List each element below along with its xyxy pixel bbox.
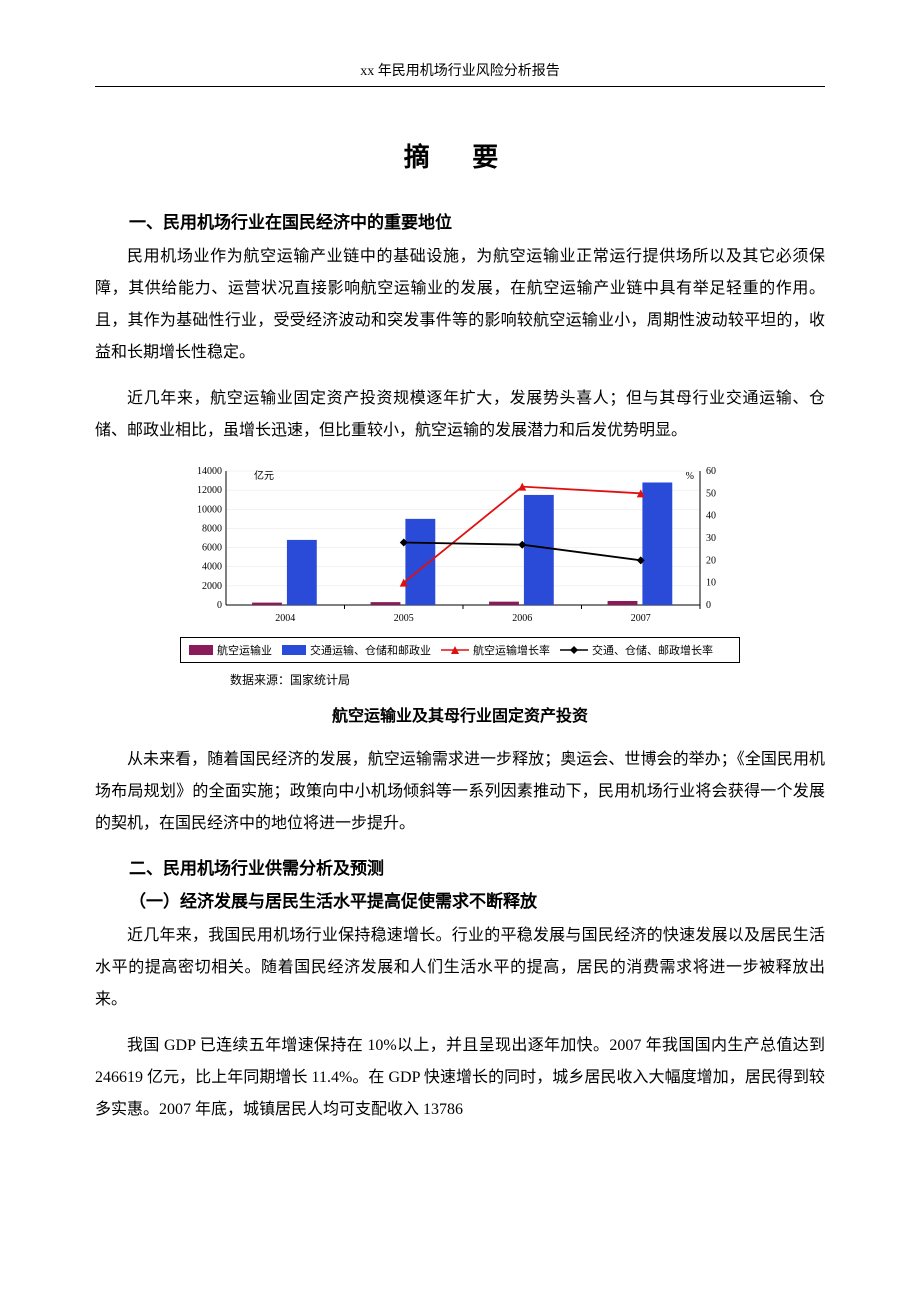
- svg-text:20: 20: [706, 555, 716, 566]
- legend-label: 航空运输业: [217, 642, 272, 658]
- svg-text:%: %: [686, 471, 694, 482]
- legend-marker: [560, 644, 588, 656]
- svg-text:12000: 12000: [197, 485, 222, 496]
- svg-text:10: 10: [706, 578, 716, 589]
- svg-text:10000: 10000: [197, 504, 222, 515]
- chart-source: 数据来源：国家统计局: [230, 671, 740, 688]
- svg-text:2007: 2007: [631, 613, 651, 624]
- svg-text:6000: 6000: [202, 543, 222, 554]
- svg-text:0: 0: [706, 600, 711, 611]
- section-1-heading: 一、民用机场行业在国民经济中的重要地位: [95, 208, 825, 233]
- paragraph: 近几年来，我国民用机场行业保持稳速增长。行业的平稳发展与国民经济的快速发展以及居…: [95, 920, 825, 1016]
- fixed-asset-investment-chart: 0 2000 4000 6000 8000 10000 12000 14000 0 10 20 30 4…: [180, 461, 740, 631]
- page-header: xx 年民用机场行业风险分析报告: [95, 60, 825, 87]
- legend-item-bar1: 航空运输业: [189, 642, 272, 658]
- svg-text:60: 60: [706, 466, 716, 477]
- svg-text:30: 30: [706, 533, 716, 544]
- paragraph: 近几年来，航空运输业固定资产投资规模逐年扩大，发展势头喜人；但与其母行业交通运输…: [95, 383, 825, 447]
- svg-text:2000: 2000: [202, 581, 222, 592]
- svg-text:4000: 4000: [202, 562, 222, 573]
- chart-container: 0 2000 4000 6000 8000 10000 12000 14000 0 10 20 30 4…: [180, 461, 740, 688]
- main-title: 摘 要: [95, 137, 825, 174]
- legend-swatch: [189, 645, 213, 655]
- page: xx 年民用机场行业风险分析报告 摘 要 一、民用机场行业在国民经济中的重要地位…: [0, 0, 920, 1302]
- section-2-heading: 二、民用机场行业供需分析及预测: [95, 854, 825, 879]
- svg-text:亿元: 亿元: [254, 469, 274, 482]
- chart-title: 航空运输业及其母行业固定资产投资: [95, 702, 825, 726]
- svg-text:50: 50: [706, 488, 716, 499]
- paragraph: 民用机场业作为航空运输产业链中的基础设施，为航空运输业正常运行提供场所以及其它必…: [95, 241, 825, 369]
- paragraph: 从未来看，随着国民经济的发展，航空运输需求进一步释放；奥运会、世博会的举办；《全…: [95, 744, 825, 840]
- paragraph: 我国 GDP 已连续五年增速保持在 10%以上，并且呈现出逐年加快。2007 年…: [95, 1030, 825, 1126]
- legend-label: 航空运输增长率: [473, 642, 550, 658]
- legend-item-bar2: 交通运输、仓储和邮政业: [282, 642, 431, 658]
- svg-text:2006: 2006: [512, 613, 532, 624]
- svg-text:40: 40: [706, 511, 716, 522]
- svg-text:2004: 2004: [275, 613, 295, 624]
- svg-text:8000: 8000: [202, 523, 222, 534]
- legend-label: 交通、仓储、邮政增长率: [592, 642, 713, 658]
- legend-item-line2: 交通、仓储、邮政增长率: [560, 642, 713, 658]
- legend-swatch: [282, 645, 306, 655]
- legend-item-line1: 航空运输增长率: [441, 642, 550, 658]
- chart-legend: 航空运输业 交通运输、仓储和邮政业 航空运输增长率 交通、仓储、邮政增长率: [180, 637, 740, 663]
- section-2-sub1: （一）经济发展与居民生活水平提高促使需求不断释放: [95, 887, 825, 912]
- svg-text:14000: 14000: [197, 466, 222, 477]
- legend-label: 交通运输、仓储和邮政业: [310, 642, 431, 658]
- svg-text:2005: 2005: [394, 613, 414, 624]
- svg-text:0: 0: [217, 600, 222, 611]
- legend-marker: [441, 644, 469, 656]
